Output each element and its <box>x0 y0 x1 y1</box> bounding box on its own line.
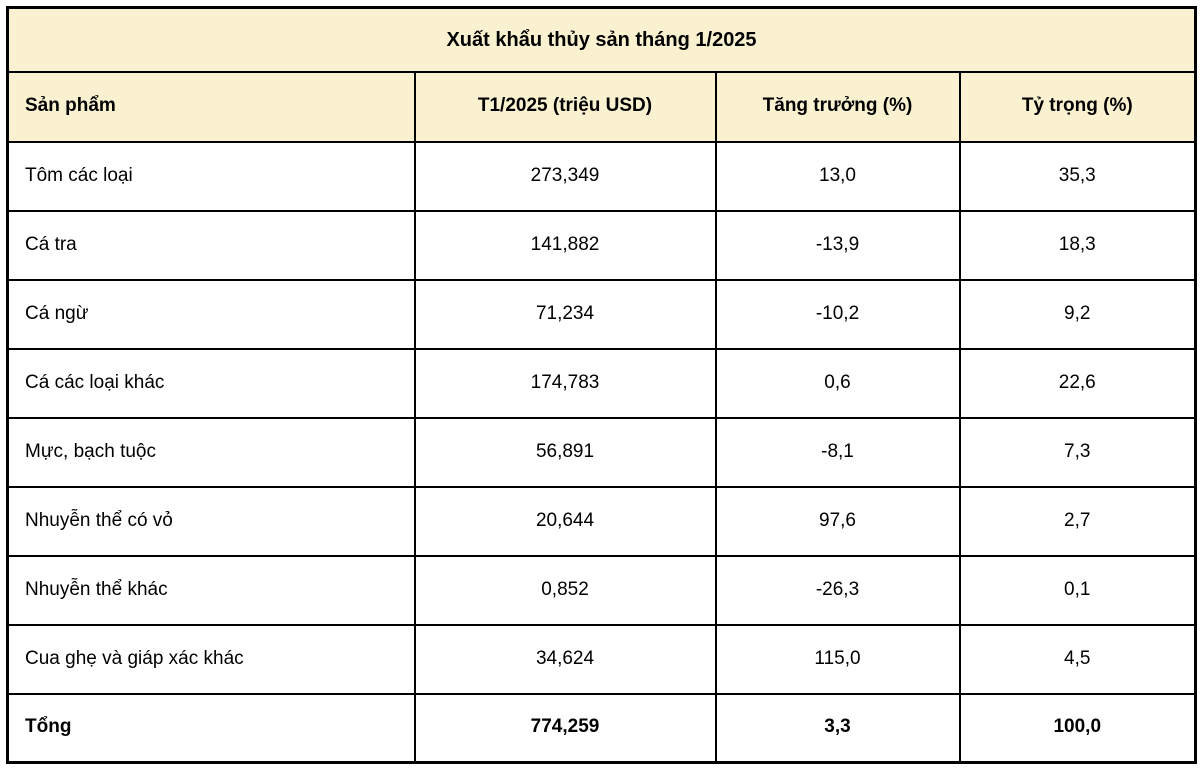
cell-value: 56,891 <box>413 416 717 488</box>
table-row: Mực, bạch tuộc 56,891 -8,1 7,3 <box>6 416 1197 488</box>
cell-product: Nhuyễn thể khác <box>6 554 416 626</box>
table-row: Tôm các loại 273,349 13,0 35,3 <box>6 140 1197 212</box>
cell-total-label: Tổng <box>6 692 416 764</box>
table-row: Cá các loại khác 174,783 0,6 22,6 <box>6 347 1197 419</box>
cell-share: 35,3 <box>958 140 1197 212</box>
cell-value: 34,624 <box>413 623 717 695</box>
cell-value: 141,882 <box>413 209 717 281</box>
table-total-row: Tổng 774,259 3,3 100,0 <box>6 692 1197 764</box>
table-row: Nhuyễn thể khác 0,852 -26,3 0,1 <box>6 554 1197 626</box>
cell-growth: 115,0 <box>714 623 961 695</box>
cell-product: Nhuyễn thể có vỏ <box>6 485 416 557</box>
cell-value: 273,349 <box>413 140 717 212</box>
column-header-growth: Tăng trưởng (%) <box>714 70 961 143</box>
cell-growth: -26,3 <box>714 554 961 626</box>
table-row: Cua ghẹ và giáp xác khác 34,624 115,0 4,… <box>6 623 1197 695</box>
table-title: Xuất khẩu thủy sản tháng 1/2025 <box>6 6 1197 73</box>
cell-share: 9,2 <box>958 278 1197 350</box>
cell-growth: -8,1 <box>714 416 961 488</box>
table-row: Cá tra 141,882 -13,9 18,3 <box>6 209 1197 281</box>
column-header-value: T1/2025 (triệu USD) <box>413 70 717 143</box>
cell-share: 18,3 <box>958 209 1197 281</box>
cell-value: 174,783 <box>413 347 717 419</box>
column-header-share: Tỷ trọng (%) <box>958 70 1197 143</box>
table-title-row: Xuất khẩu thủy sản tháng 1/2025 <box>6 6 1197 73</box>
cell-product: Cá ngừ <box>6 278 416 350</box>
seafood-export-table: Xuất khẩu thủy sản tháng 1/2025 Sản phẩm… <box>6 6 1198 764</box>
cell-value: 71,234 <box>413 278 717 350</box>
column-header-product: Sản phẩm <box>6 70 416 143</box>
cell-total-value: 774,259 <box>413 692 717 764</box>
table-row: Cá ngừ 71,234 -10,2 9,2 <box>6 278 1197 350</box>
cell-total-growth: 3,3 <box>714 692 961 764</box>
cell-share: 0,1 <box>958 554 1197 626</box>
cell-share: 4,5 <box>958 623 1197 695</box>
cell-total-share: 100,0 <box>958 692 1197 764</box>
cell-value: 20,644 <box>413 485 717 557</box>
cell-product: Cua ghẹ và giáp xác khác <box>6 623 416 695</box>
cell-value: 0,852 <box>413 554 717 626</box>
cell-share: 2,7 <box>958 485 1197 557</box>
cell-product: Tôm các loại <box>6 140 416 212</box>
cell-growth: 13,0 <box>714 140 961 212</box>
table-header-row: Sản phẩm T1/2025 (triệu USD) Tăng trưởng… <box>6 70 1197 143</box>
cell-share: 22,6 <box>958 347 1197 419</box>
table-row: Nhuyễn thể có vỏ 20,644 97,6 2,7 <box>6 485 1197 557</box>
cell-growth: -10,2 <box>714 278 961 350</box>
cell-product: Cá các loại khác <box>6 347 416 419</box>
cell-product: Mực, bạch tuộc <box>6 416 416 488</box>
cell-share: 7,3 <box>958 416 1197 488</box>
cell-growth: 97,6 <box>714 485 961 557</box>
cell-growth: -13,9 <box>714 209 961 281</box>
cell-growth: 0,6 <box>714 347 961 419</box>
cell-product: Cá tra <box>6 209 416 281</box>
